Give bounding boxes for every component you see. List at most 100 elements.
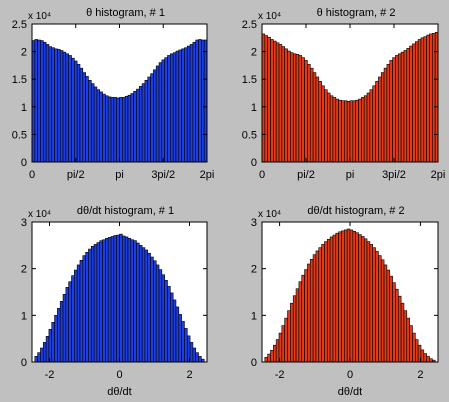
histogram-bar — [130, 93, 134, 163]
histogram-bar — [290, 302, 294, 363]
histogram-bar — [110, 236, 115, 363]
x-tick-label: pi — [346, 169, 355, 181]
histogram-bar — [138, 245, 143, 363]
histogram-bar — [93, 244, 98, 363]
histogram-bar — [71, 275, 75, 363]
histogram-bar — [426, 34, 430, 163]
histogram-bar — [181, 321, 185, 363]
chart-panel-2: 0 0.5 1 1.5 2 2.5 0 pi/2 pi 3pi/2 2pi x 10⁴ θ histog… — [242, 7, 446, 181]
y-tick-label: 2 — [21, 47, 27, 59]
x-tick-label: 0 — [259, 169, 265, 181]
histogram-bar — [158, 62, 163, 163]
histogram-bar — [414, 41, 419, 163]
histogram-bar — [267, 353, 271, 363]
histogram-bar — [389, 60, 393, 163]
x-tick-label: 2 — [417, 369, 423, 381]
histogram-bar — [324, 89, 328, 163]
histogram-bar — [136, 242, 140, 363]
histogram-bar — [397, 53, 402, 163]
histogram-bar — [275, 339, 280, 363]
histogram-bar — [363, 238, 368, 363]
histogram-bar — [195, 39, 199, 163]
histogram-bar — [332, 234, 337, 363]
x-axis-label: dθ/dt — [107, 386, 131, 398]
histogram-bar — [341, 230, 345, 363]
histogram-bar — [409, 45, 413, 163]
histogram-bar — [178, 314, 182, 363]
y-scale-factor: x 10⁴ — [258, 209, 281, 220]
histogram-bar — [37, 39, 41, 163]
histogram-bar — [423, 36, 427, 163]
histogram-bar — [107, 96, 112, 163]
histogram-bar — [429, 33, 433, 163]
histogram-bar — [37, 352, 41, 363]
x-tick-label: 0 — [116, 369, 122, 381]
histogram-bar — [76, 264, 81, 363]
histogram-bar — [181, 48, 185, 163]
histogram-bar — [369, 89, 374, 163]
histogram-bar — [295, 288, 300, 363]
histogram-bar — [155, 264, 160, 363]
histogram-bar — [301, 57, 305, 163]
histogram-bar — [85, 76, 89, 163]
histogram-bar — [82, 255, 86, 363]
histogram-bar — [150, 73, 154, 163]
histogram-bar — [195, 352, 199, 363]
histogram-bar — [136, 88, 140, 163]
histogram-bar — [369, 244, 374, 363]
histogram-bar — [119, 233, 123, 363]
histogram-bar — [141, 83, 146, 163]
x-tick-label: -2 — [275, 369, 285, 381]
histogram-bar — [144, 249, 149, 363]
histogram-bar — [318, 81, 322, 163]
histogram-bar — [417, 39, 422, 163]
histogram-bar — [329, 236, 334, 363]
histogram-bar — [42, 342, 47, 363]
histogram-bar — [172, 299, 177, 363]
histogram-bar — [392, 282, 396, 363]
histogram-bar — [349, 100, 354, 163]
histogram-bar — [298, 55, 303, 163]
histogram-bar — [186, 45, 191, 163]
histogram-bar — [324, 241, 328, 363]
histogram-bar — [397, 295, 402, 363]
y-tick-label: 0.5 — [12, 129, 27, 141]
histogram-bar — [412, 332, 416, 363]
histogram-bar — [366, 241, 371, 363]
y-tick-label: 0 — [21, 357, 27, 369]
y-scale-factor: x 10⁴ — [258, 11, 281, 22]
histogram-bar — [358, 98, 362, 163]
histogram-bar — [167, 55, 171, 163]
chart-panel-4: 0 1 2 3 -2 0 2 x 10⁴ dθ/dt histogram, # 2 dθ/dt — [251, 205, 439, 398]
histogram-bar — [153, 260, 157, 363]
histogram-bar — [378, 76, 382, 163]
histogram-bar — [344, 100, 348, 163]
histogram-bar — [105, 238, 109, 363]
histogram-bar — [375, 81, 379, 163]
histogram-bar — [133, 240, 137, 363]
histogram-bar — [82, 72, 86, 163]
histogram-bar — [292, 295, 297, 363]
histogram-bar — [68, 281, 72, 363]
histogram-bar — [412, 43, 416, 163]
histogram-bar — [395, 288, 399, 363]
histogram-bar — [51, 322, 55, 363]
histogram-bar — [110, 97, 115, 163]
histogram-bar — [287, 310, 291, 363]
histogram-bar — [164, 57, 168, 163]
histogram-bar — [201, 39, 205, 163]
histogram-bar — [189, 44, 194, 163]
histogram-bar — [42, 41, 47, 163]
histogram-bar — [363, 95, 368, 163]
histogram-bar — [292, 53, 297, 163]
histogram-bar — [116, 97, 120, 163]
y-tick-label: 2 — [21, 264, 27, 276]
histogram-bar — [309, 259, 314, 363]
histogram-bar — [113, 235, 117, 363]
histogram-bar — [113, 97, 117, 163]
histogram-bar — [309, 67, 314, 163]
histogram-bar — [51, 47, 55, 163]
histogram-bar — [124, 96, 129, 163]
histogram-bar — [352, 231, 356, 363]
histogram-bar — [93, 86, 98, 163]
